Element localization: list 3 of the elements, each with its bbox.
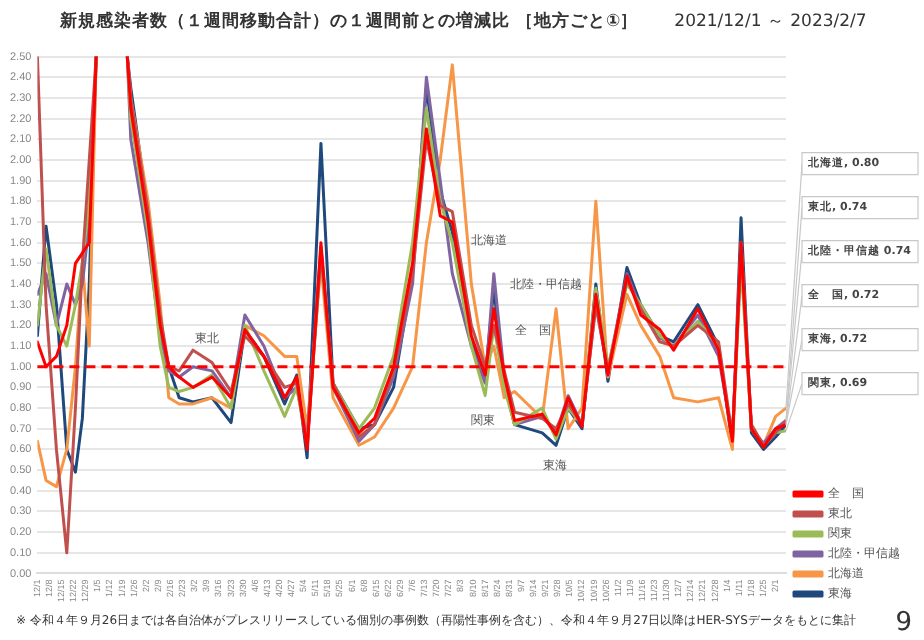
chart-title: 新規感染者数（１週間移動合計）の１週間前との増減比 ［地方ごと①］ bbox=[60, 10, 639, 34]
chart-subtitle: 2021/12/1 ～ 2023/2/7 bbox=[674, 10, 867, 34]
text: 9 bbox=[895, 608, 912, 640]
